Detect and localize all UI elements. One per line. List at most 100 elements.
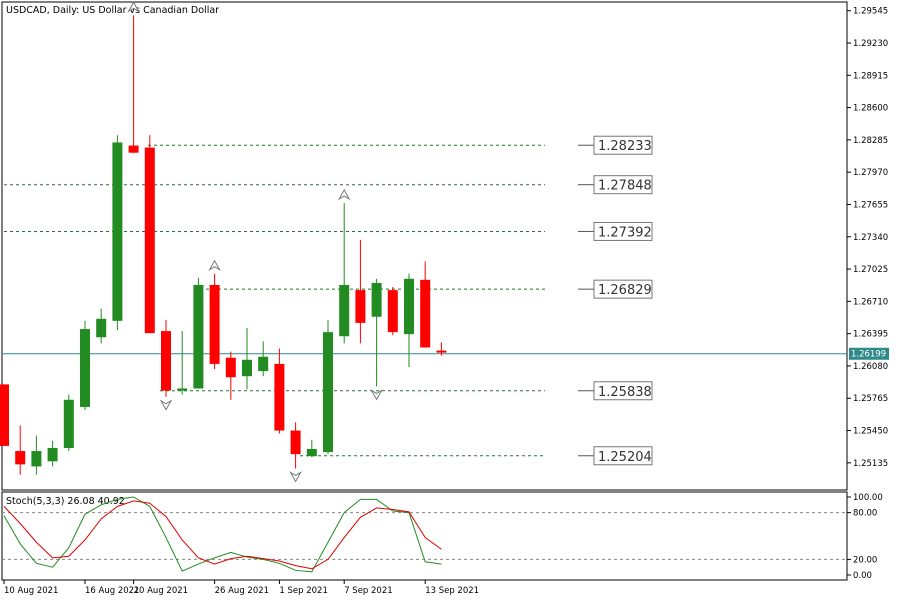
candle-body [193,284,204,389]
stochastic-lines [3,496,442,573]
fractal-up-marker [127,1,140,13]
candle [306,439,317,458]
candle-body [387,290,398,333]
candle-body [63,399,74,448]
current-price-line: 1.26199 [2,347,889,360]
price-tick-label: 1.26080 [853,362,888,372]
candle [371,278,382,387]
date-tick-label: 16 Aug 2021 [85,586,139,596]
candle-body [31,451,42,467]
price-tick-label: 1.28600 [853,104,888,114]
price-tick-label: 1.27340 [853,233,888,243]
stochastic-tick-label: 100.00 [853,493,883,503]
candle-body [0,384,9,446]
candle-body [355,290,366,323]
stochastic-line [3,496,442,573]
stochastic-tick-label: 0.00 [853,571,872,581]
level-label: 1.28233 [598,139,652,154]
candle-body [209,284,220,364]
candle [31,435,42,475]
price-pane[interactable] [1,1,848,491]
candle-body [96,318,107,338]
candle-body [323,332,333,453]
candle-body [112,142,123,321]
candle [47,440,58,467]
candle [209,273,220,370]
candle-body [15,451,26,465]
candle-body [371,282,382,317]
candle-body [225,357,236,378]
candle [290,422,301,469]
level-label: 1.26829 [598,283,652,298]
current-price-label: 1.26199 [851,350,886,360]
fractal-up-marker [208,259,221,272]
candle [404,273,414,367]
candle [128,15,139,153]
candle [387,287,398,336]
candle [161,319,171,397]
price-tick-label: 1.29545 [853,7,888,17]
candle-body [258,356,269,372]
candle [177,331,188,395]
support-resistance-levels: 1.28233 1.27848 1.27392 1.26829 1.25838 1.252… [4,135,653,466]
fractal-down-marker [159,399,173,411]
candle-body [161,331,171,391]
candle-body [242,359,252,377]
price-tick-label: 1.25450 [853,427,888,437]
stochastic-line [3,500,442,570]
level-label-box[interactable] [593,135,653,155]
price-tick-label: 1.25135 [853,459,888,469]
candle [355,239,366,344]
price-tick-label: 1.28915 [853,71,888,81]
price-tick-label: 1.25765 [853,394,888,404]
candle [225,351,236,400]
level-label: 1.25838 [598,385,652,400]
level-label: 1.25204 [598,450,652,465]
date-tick-label: 13 Sep 2021 [425,586,479,596]
candle [339,202,350,344]
price-tick-label: 1.27970 [853,168,888,178]
price-axis: 1.29545 1.29230 1.28915 1.28600 1.28285 1.279… [847,7,888,469]
chart-title: USDCAD, Daily: US Dollar vs Canadian Dol… [6,5,219,16]
fractal-down-marker [370,389,383,401]
date-tick-label: 26 Aug 2021 [215,586,269,596]
level-label-box[interactable] [593,221,653,241]
date-tick-label: 1 Sep 2021 [279,586,327,596]
stochastic-tick-label: 20.00 [853,555,877,565]
candle-body [290,430,301,455]
price-tick-label: 1.26395 [853,330,888,340]
candle [436,342,447,356]
candle-body [144,147,155,334]
candle-body [306,448,317,457]
candle [80,320,90,411]
fractal-markers [127,1,383,483]
candle [323,319,333,455]
stochastic-tick-label: 80.00 [853,509,877,519]
candle-body [274,363,285,431]
level-label: 1.27392 [598,225,652,240]
level-label: 1.27848 [598,179,652,194]
stochastic-title: Stoch(5,3,3) 26.08 40.92 [6,496,125,507]
candle [144,135,155,334]
price-tick-label: 1.27655 [853,200,888,210]
level-label-box[interactable] [593,175,653,195]
level-label-box[interactable] [593,279,653,299]
candle [242,328,252,390]
level-label-box[interactable] [593,381,653,401]
candle [274,348,285,434]
price-tick-label: 1.26710 [853,297,888,307]
candle [0,384,9,446]
current-price-badge [849,347,889,360]
fractal-up-marker [337,188,351,201]
price-tick-label: 1.28285 [853,136,888,146]
candle [15,425,26,475]
candle-body [47,447,58,462]
candle [112,135,123,331]
level-label-box[interactable] [593,446,653,466]
candle-body [80,329,90,407]
candle-body [128,145,139,153]
date-tick-label: 7 Sep 2021 [344,586,392,596]
